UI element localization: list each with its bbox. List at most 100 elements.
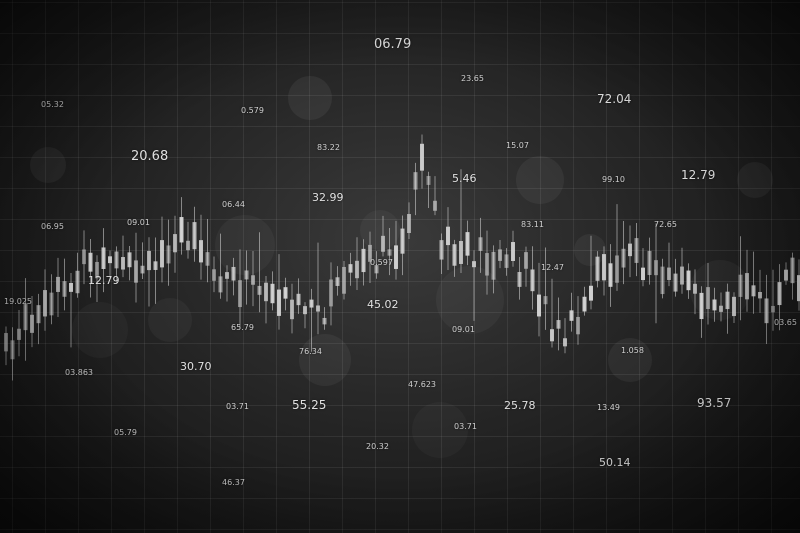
candlestick (693, 269, 697, 315)
number-label: 23.65 (461, 74, 484, 83)
number-label: 12.47 (541, 263, 564, 272)
candlestick (17, 309, 21, 357)
candlestick (498, 240, 502, 269)
number-label: 09.01 (127, 218, 150, 227)
candlestick (550, 278, 554, 348)
candlestick (173, 215, 177, 273)
number-label: 0.579 (241, 106, 264, 115)
candlestick (4, 326, 8, 366)
candlestick (485, 230, 489, 295)
candlestick (491, 245, 496, 294)
candlestick (303, 302, 307, 329)
number-label: 83.22 (317, 143, 340, 152)
candlestick (407, 202, 411, 240)
candlestick (686, 263, 691, 299)
number-label: 0.597 (370, 258, 393, 267)
candlestick (400, 215, 405, 276)
candlestick (615, 204, 619, 291)
candlestick (134, 232, 138, 303)
candlestick (667, 242, 671, 287)
candlestick (504, 248, 509, 276)
number-label: 06.79 (374, 37, 412, 52)
candlestick (56, 257, 60, 317)
candlestick (621, 220, 626, 285)
candlestick (784, 262, 788, 285)
number-label: 5.46 (452, 172, 477, 185)
candlestick (608, 244, 613, 307)
candlestick (433, 176, 437, 216)
number-label: 03.71 (454, 422, 477, 431)
number-label: 03.65 (774, 318, 797, 327)
candlestick (439, 233, 444, 274)
candlestick (257, 232, 262, 313)
candlestick (348, 252, 353, 286)
candlestick (647, 237, 652, 285)
candlestick (602, 246, 606, 296)
candlestick (582, 286, 587, 316)
candlestick (472, 250, 476, 321)
candlestick (10, 327, 15, 381)
candlestick (426, 171, 431, 209)
candlestick (537, 262, 541, 337)
candlestick (153, 237, 158, 304)
candlestick (296, 278, 301, 314)
candlestick (589, 235, 593, 310)
candlestick (745, 249, 749, 312)
candlestick (699, 286, 704, 338)
candlestick (121, 235, 125, 278)
candlestick (751, 251, 756, 314)
candlestick (43, 269, 47, 331)
candlestick (225, 265, 229, 302)
candlestick (186, 221, 190, 259)
candlestick (660, 258, 665, 299)
candlestick (179, 197, 184, 255)
candlestick (758, 269, 762, 313)
candlestick (205, 218, 210, 283)
candlestick (641, 248, 645, 287)
candlestick (62, 258, 67, 311)
candlestick (738, 236, 743, 321)
number-label: 65.79 (231, 323, 254, 332)
candlestick (244, 250, 249, 305)
candlestick (147, 237, 151, 307)
candlestick (23, 278, 28, 361)
number-label: 06.95 (41, 222, 64, 231)
candlestick (166, 219, 171, 286)
number-label: 20.68 (131, 149, 169, 164)
candlestick (283, 277, 288, 311)
candlestick (673, 258, 678, 297)
candlestick (413, 162, 418, 216)
candlestick (446, 207, 450, 270)
number-label: 13.49 (597, 403, 620, 412)
candlestick (329, 262, 333, 326)
candlestick (335, 266, 340, 296)
candlestick (719, 292, 723, 322)
candlestick (82, 230, 86, 285)
candlestick (277, 254, 281, 330)
candlestick (732, 292, 736, 324)
number-label: 32.99 (312, 191, 344, 204)
candlestick (75, 252, 80, 298)
candlestick (517, 256, 522, 300)
number-label: 30.70 (180, 360, 212, 373)
candlestick (88, 239, 93, 298)
number-label: 76.34 (299, 347, 322, 356)
number-label: 05.79 (114, 428, 137, 437)
candlestick (556, 297, 561, 351)
candlestick (543, 247, 548, 330)
candlestick (394, 220, 398, 280)
candlestick (387, 228, 392, 276)
number-label: 05.32 (41, 100, 64, 109)
candlestick (316, 242, 320, 335)
number-label: 19.025 (4, 297, 32, 306)
number-label: 15.07 (506, 141, 529, 150)
candlestick (712, 287, 717, 322)
candlestick (309, 288, 314, 352)
number-label: 20.32 (366, 442, 389, 451)
candlestick (725, 283, 730, 334)
candlestick (160, 216, 164, 283)
candlestick (654, 223, 658, 324)
candlestick (127, 245, 132, 281)
